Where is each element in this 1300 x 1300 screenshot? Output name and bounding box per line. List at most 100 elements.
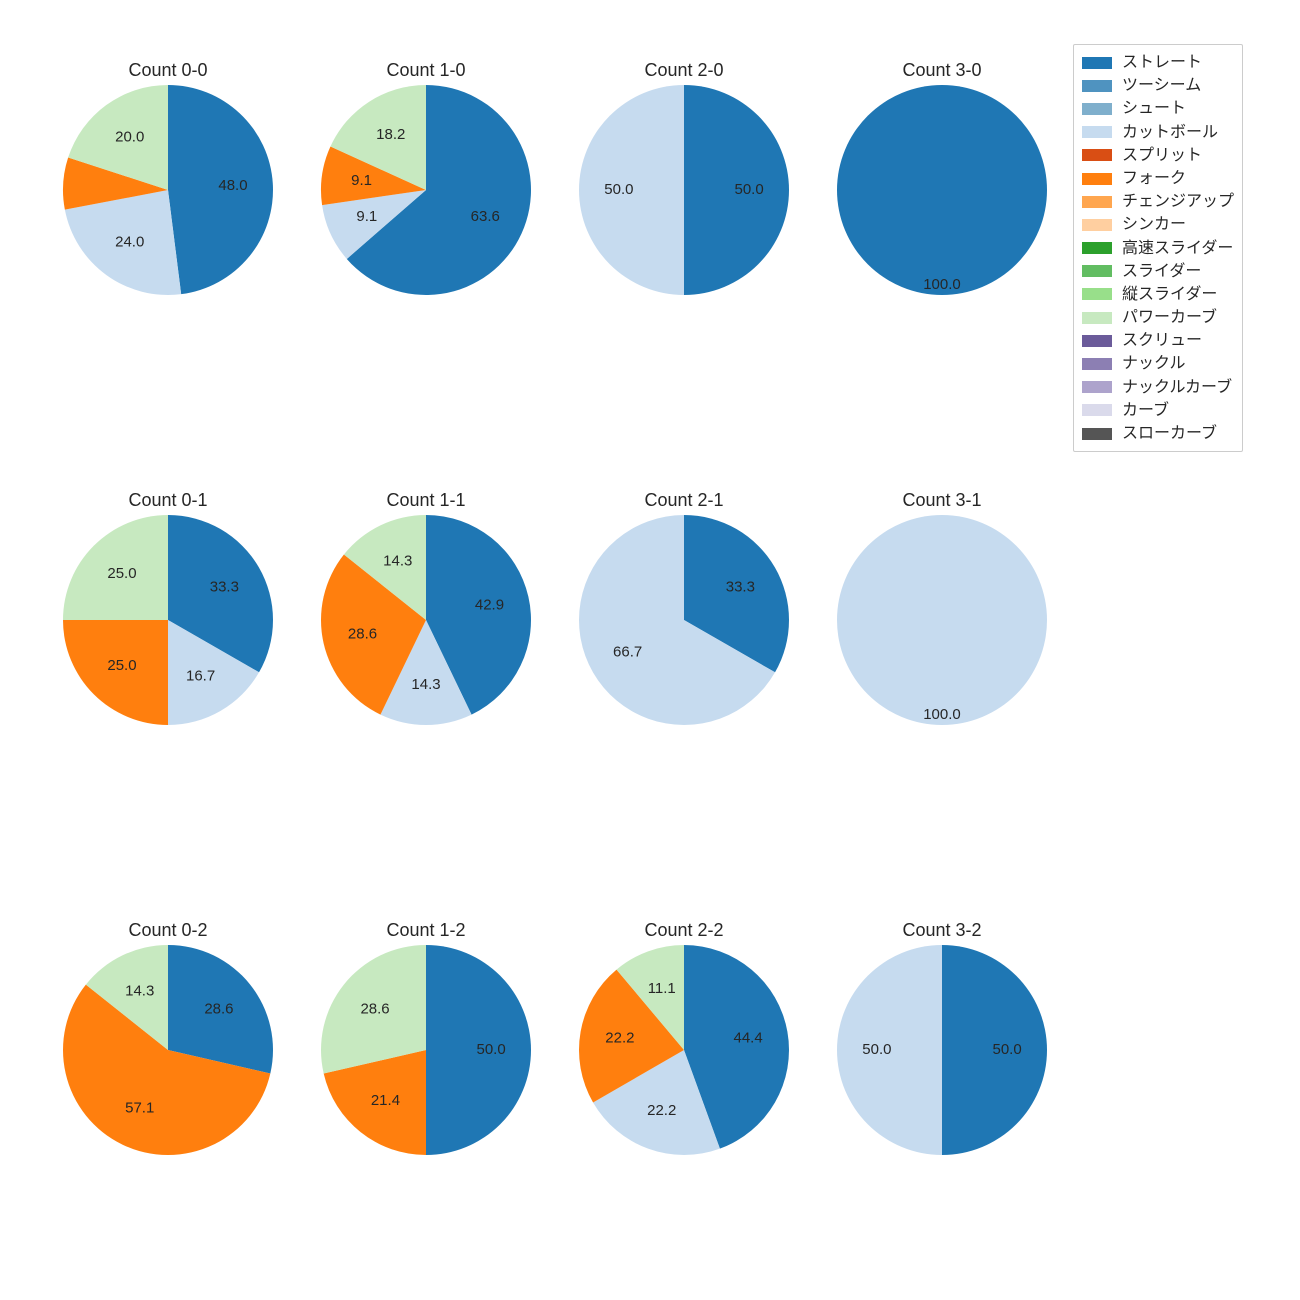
panel-title: Count 1-1 <box>320 490 532 511</box>
legend-swatch <box>1082 173 1112 185</box>
pie-label: 42.9 <box>475 596 504 613</box>
panel-title: Count 3-1 <box>836 490 1048 511</box>
panel-title: Count 2-1 <box>578 490 790 511</box>
panel: Count 3-250.050.0 <box>836 926 1048 1138</box>
pie-chart: 48.0 24.0 20.0 <box>62 66 274 314</box>
legend-item: カットボール <box>1082 121 1234 144</box>
legend-label: スローカーブ <box>1122 422 1217 445</box>
pie-label: 50.0 <box>992 1041 1021 1058</box>
pie-label: 25.0 <box>107 565 136 582</box>
legend-item: ストレート <box>1082 51 1234 74</box>
pie-chart: 50.0 50.0 <box>578 66 790 314</box>
legend-label: シンカー <box>1122 213 1186 236</box>
panel-title: Count 3-0 <box>836 60 1048 81</box>
panel: Count 0-048.024.020.0 <box>62 66 274 278</box>
legend-swatch <box>1082 149 1112 161</box>
legend-item: カーブ <box>1082 399 1234 422</box>
panel-title: Count 1-2 <box>320 920 532 941</box>
pie-label: 44.4 <box>734 1030 763 1047</box>
legend-swatch <box>1082 265 1112 277</box>
legend-item: 縦スライダー <box>1082 283 1234 306</box>
pie-label: 16.7 <box>186 667 215 684</box>
legend-item: フォーク <box>1082 167 1234 190</box>
legend-label: ストレート <box>1122 51 1202 74</box>
legend-item: スクリュー <box>1082 329 1234 352</box>
panel-title: Count 3-2 <box>836 920 1048 941</box>
legend-swatch <box>1082 126 1112 138</box>
pie-label: 28.6 <box>348 625 377 642</box>
pie-label: 48.0 <box>218 177 247 194</box>
pie-label: 100.0 <box>923 276 961 293</box>
pie-label: 14.3 <box>125 982 154 999</box>
pie-label: 24.0 <box>115 234 144 251</box>
panel-title: Count 1-0 <box>320 60 532 81</box>
legend-item: スプリット <box>1082 144 1234 167</box>
pie-label: 14.3 <box>383 552 412 569</box>
legend-label: パワーカーブ <box>1122 306 1217 329</box>
legend-swatch <box>1082 196 1112 208</box>
legend-item: シンカー <box>1082 213 1234 236</box>
pie-slice <box>837 515 1047 725</box>
legend-label: 高速スライダー <box>1122 237 1233 260</box>
panel-title: Count 0-0 <box>62 60 274 81</box>
panel: Count 2-133.366.7 <box>578 496 790 708</box>
panel: Count 2-050.050.0 <box>578 66 790 278</box>
pie-chart: 33.366.7 <box>578 496 790 744</box>
legend-label: 縦スライダー <box>1122 283 1217 306</box>
pie-label: 33.3 <box>210 578 239 595</box>
pie-label: 22.2 <box>605 1030 634 1047</box>
pie-label: 63.6 <box>471 208 500 225</box>
pie-label: 18.2 <box>376 126 405 143</box>
pie-label: 50.0 <box>734 181 763 198</box>
panel-title: Count 2-0 <box>578 60 790 81</box>
pie-label: 9.1 <box>351 172 372 189</box>
panel: Count 3-0100.0 <box>836 66 1048 278</box>
panel-title: Count 0-2 <box>62 920 274 941</box>
figure: Count 0-0 48.0 24.0 20.0 Count 1-0 63.6 9.1 9.1… <box>0 0 1300 1300</box>
panel: Count 3-1100.0 <box>836 496 1048 708</box>
legend-item: チェンジアップ <box>1082 190 1234 213</box>
pie-chart: 42.914.328.614.3 <box>320 496 532 744</box>
pie-chart: 100.0 <box>836 66 1048 314</box>
legend-item: スローカーブ <box>1082 422 1234 445</box>
legend-swatch <box>1082 312 1112 324</box>
pie-slice <box>837 85 1047 295</box>
pie-label: 33.3 <box>726 578 755 595</box>
pie-label: 11.1 <box>648 980 676 997</box>
pie-label: 57.1 <box>125 1100 154 1117</box>
panel: Count 1-142.914.328.614.3 <box>320 496 532 708</box>
legend-label: スライダー <box>1122 260 1201 283</box>
legend-swatch <box>1082 381 1112 393</box>
legend-label: スプリット <box>1122 144 1202 167</box>
pie-label: 50.0 <box>604 181 633 198</box>
legend-item: ナックルカーブ <box>1082 376 1234 399</box>
legend-swatch <box>1082 404 1112 416</box>
pie-label: 50.0 <box>862 1041 891 1058</box>
legend-swatch <box>1082 288 1112 300</box>
legend-swatch <box>1082 428 1112 440</box>
legend-item: パワーカーブ <box>1082 306 1234 329</box>
pie-label: 21.4 <box>371 1092 400 1109</box>
legend-label: シュート <box>1122 97 1186 120</box>
legend-label: フォーク <box>1122 167 1186 190</box>
panel: Count 0-133.316.725.025.0 <box>62 496 274 708</box>
panel-title: Count 2-2 <box>578 920 790 941</box>
pie-label: 28.6 <box>360 1000 389 1017</box>
legend-item: シュート <box>1082 97 1234 120</box>
panel-title: Count 0-1 <box>62 490 274 511</box>
pie-label: 25.0 <box>107 657 136 674</box>
pie-chart: 100.0 <box>836 496 1048 744</box>
legend-swatch <box>1082 242 1112 254</box>
legend-item: スライダー <box>1082 260 1234 283</box>
pie-label: 20.0 <box>115 128 144 145</box>
pie-label: 9.1 <box>356 208 377 225</box>
legend-label: スクリュー <box>1122 329 1202 352</box>
legend-label: ツーシーム <box>1122 74 1201 97</box>
legend-item: ツーシーム <box>1082 74 1234 97</box>
pie-chart: 50.021.428.6 <box>320 926 532 1174</box>
pie-label: 28.6 <box>204 1000 233 1017</box>
pie-label: 100.0 <box>923 706 961 723</box>
pie-chart: 33.3 16.7 25.0 25.0 <box>62 496 274 744</box>
legend-swatch <box>1082 103 1112 115</box>
legend-label: チェンジアップ <box>1122 190 1234 213</box>
